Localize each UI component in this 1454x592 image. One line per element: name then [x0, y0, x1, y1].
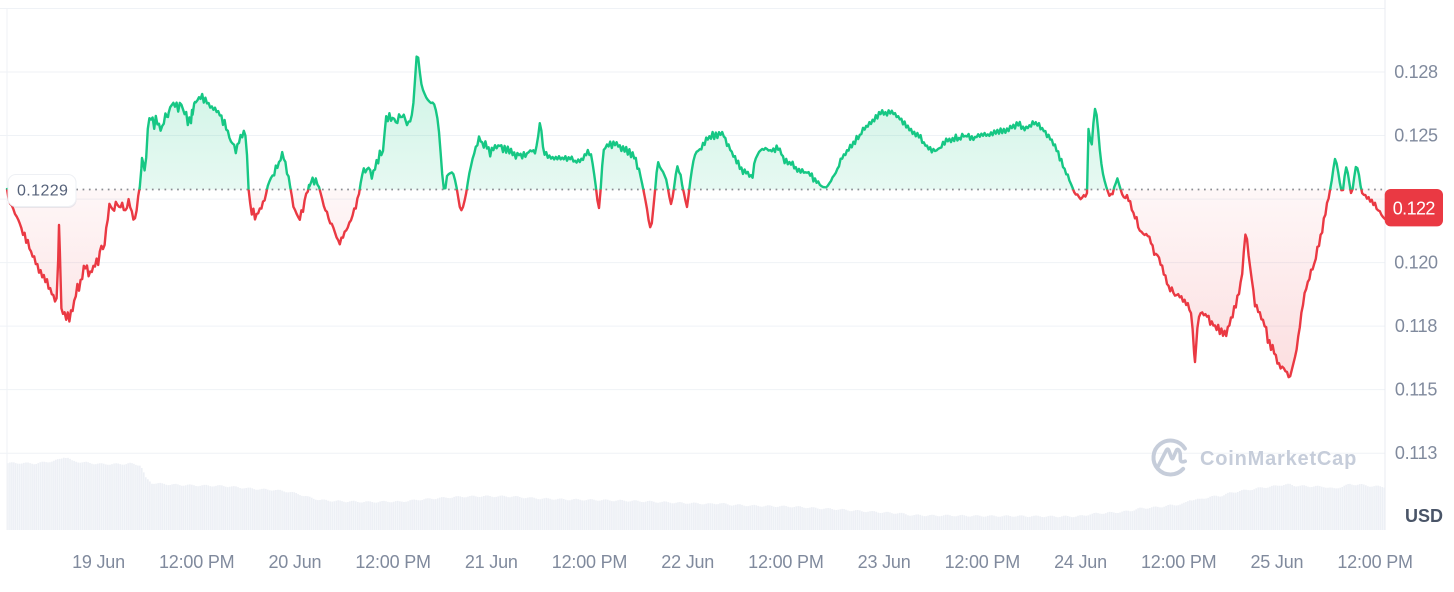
svg-text:25 Jun: 25 Jun: [1250, 552, 1303, 572]
svg-text:22 Jun: 22 Jun: [661, 552, 714, 572]
svg-text:0.118: 0.118: [1395, 316, 1437, 336]
svg-text:0.122: 0.122: [1393, 198, 1436, 218]
svg-text:0.113: 0.113: [1395, 443, 1437, 463]
svg-text:12:00 PM: 12:00 PM: [1141, 552, 1216, 572]
svg-text:12:00 PM: 12:00 PM: [552, 552, 627, 572]
svg-text:12:00 PM: 12:00 PM: [945, 552, 1020, 572]
svg-text:0.1229: 0.1229: [17, 183, 68, 200]
svg-text:0.120: 0.120: [1394, 253, 1438, 273]
svg-text:24 Jun: 24 Jun: [1054, 552, 1107, 572]
svg-text:21 Jun: 21 Jun: [465, 552, 518, 572]
svg-text:0.125: 0.125: [1394, 126, 1438, 146]
svg-text:USD: USD: [1405, 506, 1443, 526]
svg-text:23 Jun: 23 Jun: [858, 552, 911, 572]
svg-text:20 Jun: 20 Jun: [268, 552, 321, 572]
svg-text:19 Jun: 19 Jun: [72, 552, 125, 572]
svg-text:0.115: 0.115: [1395, 380, 1437, 400]
svg-text:12:00 PM: 12:00 PM: [159, 552, 234, 572]
svg-text:12:00 PM: 12:00 PM: [355, 552, 430, 572]
svg-text:12:00 PM: 12:00 PM: [1337, 552, 1412, 572]
svg-text:CoinMarketCap: CoinMarketCap: [1200, 448, 1357, 470]
svg-text:12:00 PM: 12:00 PM: [748, 552, 823, 572]
svg-text:0.128: 0.128: [1394, 62, 1438, 82]
